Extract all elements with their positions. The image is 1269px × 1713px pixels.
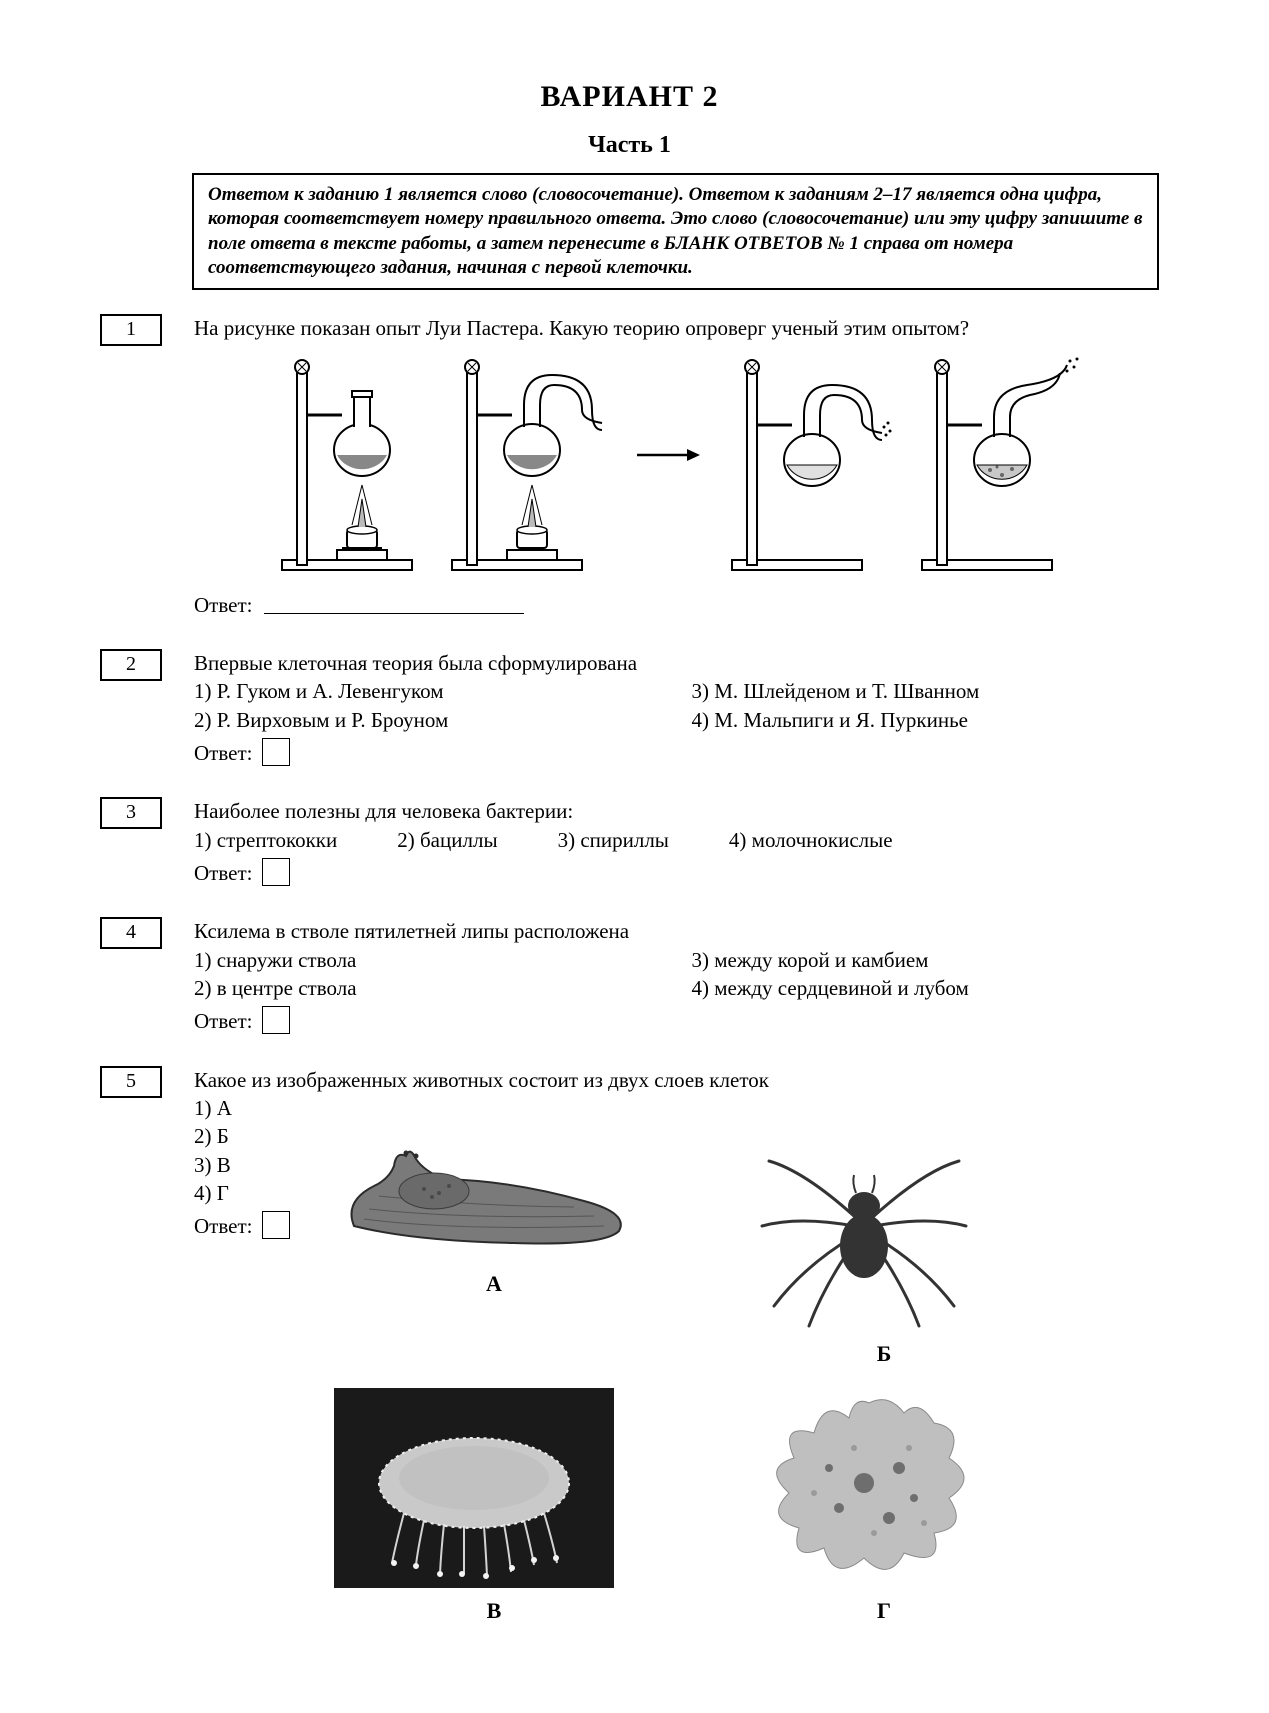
answer-label: Ответ: [194, 593, 252, 617]
question-4: 4 Ксилема в стволе пятилетней липы распо… [100, 917, 1159, 1035]
image-label: Г [754, 1596, 1014, 1626]
question-text: Какое из изображенных животных состоит и… [194, 1066, 1159, 1094]
options-grid: 1) снаружи ствола 3) между корой и камби… [194, 946, 1159, 1003]
page-subtitle: Часть 1 [100, 132, 1159, 159]
flask-stand-4 [912, 355, 1082, 575]
image-label: Б [754, 1339, 1014, 1369]
question-body: Впервые клеточная теория была сформулиро… [194, 649, 1159, 767]
qnum-box: 1 [100, 314, 162, 346]
option-text: между корой и камбием [714, 948, 928, 972]
option-text: А [217, 1096, 232, 1120]
image-cell-b: Б [754, 1131, 1014, 1369]
question-2: 2 Впервые клеточная теория была сформули… [100, 649, 1159, 767]
option-4: 4) М. Мальпиги и Я. Пуркинье [692, 706, 1160, 734]
qnum-box: 5 [100, 1066, 162, 1098]
option-2: 2) бациллы [397, 826, 497, 854]
question-text: На рисунке показан опыт Луи Пастера. Как… [194, 314, 1159, 342]
option-text: молочнокислые [752, 828, 893, 852]
question-1: 1 На рисунке показан опыт Луи Пастера. К… [100, 314, 1159, 619]
flask-stand-2 [442, 355, 612, 575]
option-2: 2) в центре ствола [194, 974, 662, 1002]
option-2: 2) Р. Вирховым и Р. Броуном [194, 706, 662, 734]
question-body: Ксилема в стволе пятилетней липы располо… [194, 917, 1159, 1035]
question-text: Ксилема в стволе пятилетней липы располо… [194, 917, 1159, 945]
answer-label: Ответ: [194, 1214, 252, 1238]
arrow-icon [632, 355, 702, 575]
spider-icon [754, 1131, 974, 1331]
option-1: 1) снаружи ствола [194, 946, 662, 974]
flask-stand-1 [272, 355, 422, 575]
option-text: Р. Вирховым и Р. Броуном [217, 708, 449, 732]
option-1: 1) стрептококки [194, 826, 337, 854]
option-text: бациллы [420, 828, 498, 852]
qnum-box: 3 [100, 797, 162, 829]
qnum-box: 2 [100, 649, 162, 681]
options-grid: 1) Р. Гуком и А. Левенгуком 3) М. Шлейде… [194, 677, 1159, 734]
instruction-box: Ответом к заданию 1 является слово (слов… [192, 173, 1159, 290]
question-text: Наиболее полезны для человека бактерии: [194, 797, 1159, 825]
amoeba-icon [754, 1388, 984, 1588]
flask-stand-3 [722, 355, 892, 575]
option-4: 4) между сердцевиной и лубом [692, 974, 1160, 1002]
answer-box[interactable] [262, 1006, 290, 1034]
answer-label: Ответ: [194, 741, 252, 765]
answer-line: Ответ: [194, 738, 1159, 767]
exam-page: ВАРИАНТ 2 Часть 1 Ответом к заданию 1 яв… [0, 0, 1269, 1713]
answer-underline[interactable] [264, 613, 524, 614]
image-label: А [334, 1269, 654, 1299]
options-row: 1) стрептококки 2) бациллы 3) спириллы 4… [194, 826, 1159, 854]
question-body: Наиболее полезны для человека бактерии: … [194, 797, 1159, 887]
answer-box[interactable] [262, 858, 290, 886]
option-text: Р. Гуком и А. Левенгуком [217, 679, 444, 703]
question-body: На рисунке показан опыт Луи Пастера. Как… [194, 314, 1159, 619]
image-label: В [334, 1596, 654, 1626]
qnum-box: 4 [100, 917, 162, 949]
option-1: 1) Р. Гуком и А. Левенгуком [194, 677, 662, 705]
image-cell-v: В [334, 1388, 654, 1626]
answer-box[interactable] [262, 1211, 290, 1239]
option-3: 3) между корой и камбием [692, 946, 1160, 974]
option-4: 4) молочнокислые [729, 826, 893, 854]
option-text: В [217, 1153, 231, 1177]
option-text: спириллы [580, 828, 669, 852]
option-text: М. Шлейденом и Т. Шванном [714, 679, 979, 703]
option-text: между сердцевиной и лубом [714, 976, 969, 1000]
option-text: М. Мальпиги и Я. Пуркинье [714, 708, 968, 732]
page-title: ВАРИАНТ 2 [100, 80, 1159, 114]
pasteur-diagram [194, 355, 1159, 575]
question-body: Какое из изображенных животных состоит и… [194, 1066, 1159, 1626]
answer-line: Ответ: [194, 858, 1159, 887]
image-cell-g: Г [754, 1388, 1014, 1626]
question-3: 3 Наиболее полезны для человека бактерии… [100, 797, 1159, 887]
option-3: 3) М. Шлейденом и Т. Шванном [692, 677, 1160, 705]
slug-icon [334, 1131, 634, 1261]
option-1: 1) А [194, 1094, 1159, 1122]
answer-label: Ответ: [194, 1009, 252, 1033]
option-text: Г [217, 1181, 229, 1205]
answer-label: Ответ: [194, 861, 252, 885]
question-text: Впервые клеточная теория была сформулиро… [194, 649, 1159, 677]
animal-image-grid: А [334, 1131, 1159, 1626]
option-text: Б [217, 1124, 229, 1148]
image-cell-a: А [334, 1131, 654, 1369]
answer-line: Ответ: [194, 1006, 1159, 1035]
answer-box[interactable] [262, 738, 290, 766]
question-5: 5 Какое из изображенных животных состоит… [100, 1066, 1159, 1626]
option-text: в центре ствола [217, 976, 357, 1000]
answer-line: Ответ: [194, 591, 1159, 619]
option-text: стрептококки [217, 828, 338, 852]
jellyfish-icon [334, 1388, 614, 1588]
option-text: снаружи ствола [217, 948, 357, 972]
option-3: 3) спириллы [558, 826, 669, 854]
